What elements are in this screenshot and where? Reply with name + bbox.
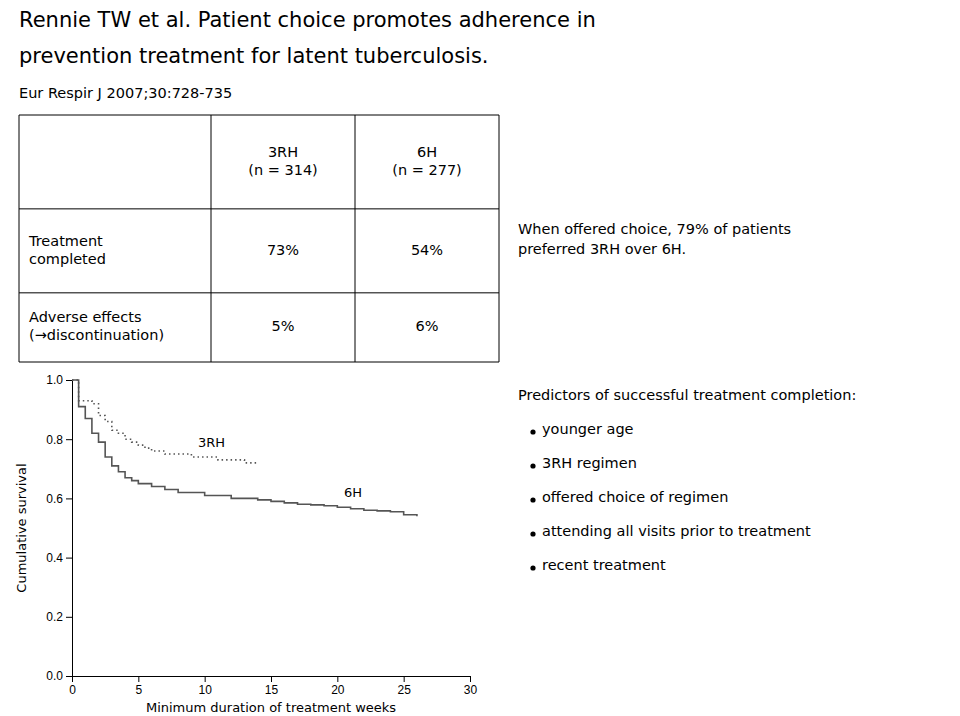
- annotation: 3RH: [198, 435, 225, 450]
- tick-label: 30: [464, 683, 478, 697]
- predictor: 3RH regimen: [542, 455, 637, 471]
- tick: 0.6: [46, 492, 72, 506]
- table-row-label: Treatment: [28, 233, 103, 249]
- tick-mark: [66, 558, 72, 559]
- tick-label: 0.6: [46, 492, 63, 506]
- bullet: [530, 565, 535, 570]
- bullet: [530, 429, 535, 434]
- x-axis: 0 5 10 15 20 25 30: [69, 676, 477, 697]
- y-axis: 0.0 0.2 0.4 0.6 0.8 1.0: [46, 373, 72, 683]
- tick-label: 0.2: [46, 610, 63, 624]
- tick-mark: [205, 676, 206, 682]
- predictor: younger age: [542, 421, 634, 437]
- x-axis-title: Minimum duration of treatment weeks: [146, 700, 396, 715]
- tick-label: 10: [198, 683, 212, 697]
- tick: 1.0: [46, 373, 72, 387]
- tick: 5: [135, 676, 142, 697]
- table-rule: [499, 115, 500, 362]
- tick: 15: [265, 676, 279, 697]
- chart: Rennie TW et al. Patient choice promotes…: [0, 0, 960, 716]
- table-header: (n = 277): [392, 162, 462, 178]
- title: Rennie TW et al. Patient choice promotes…: [19, 8, 596, 32]
- title: prevention treatment for latent tubercul…: [19, 44, 489, 68]
- tick-mark: [404, 676, 405, 682]
- predictor: offered choice of regimen: [542, 489, 728, 505]
- series-line: [72, 380, 417, 516]
- tick-mark: [66, 498, 72, 499]
- series-group: [72, 380, 417, 516]
- tick-mark: [337, 676, 338, 682]
- predictor: recent treatment: [542, 557, 666, 573]
- table-rule: [19, 115, 20, 362]
- tick: 30: [464, 676, 478, 697]
- table-cell: 54%: [411, 242, 443, 258]
- bullet: [530, 531, 535, 536]
- tick-label: 0: [69, 683, 76, 697]
- tick-label: 0.4: [46, 551, 63, 565]
- table-rule: [19, 208, 499, 209]
- table-rule: [19, 362, 499, 363]
- annotation: 6H: [344, 485, 362, 500]
- tick: 0.0: [46, 669, 72, 683]
- predictor: attending all visits prior to treatment: [542, 523, 811, 539]
- tick-mark: [138, 676, 139, 682]
- table-cell: 73%: [267, 242, 299, 258]
- y-axis-title: Cumulative survival: [14, 463, 29, 592]
- tick-label: 0.0: [46, 669, 63, 683]
- tick: 25: [397, 676, 411, 697]
- predictors-title: Predictors of successful treatment compl…: [518, 387, 856, 403]
- choice-text: When offered choice, 79% of patients: [518, 221, 791, 237]
- table-header: 6H: [417, 144, 437, 160]
- axis-line: [73, 677, 471, 683]
- series-line: [72, 380, 258, 463]
- plot: 0 5 10 15 20 25 30 0.0 0.2 0.4 0.6 0.8 1.0 Minimum du…: [14, 373, 477, 715]
- tick-mark: [66, 676, 72, 677]
- bullet: [530, 463, 535, 468]
- choice-text: preferred 3RH over 6H.: [518, 241, 686, 257]
- table-header: (n = 314): [248, 162, 318, 178]
- table: 3RH (n = 314) 6H (n = 277) Treatment complete…: [19, 115, 499, 362]
- tick: 0.4: [46, 551, 72, 565]
- tick: 20: [331, 676, 345, 697]
- tick-label: 15: [265, 683, 279, 697]
- table-cell: 6%: [415, 318, 438, 334]
- table-cell: 5%: [271, 318, 294, 334]
- table-row-label: (→discontinuation): [29, 327, 164, 343]
- tick-label: 25: [397, 683, 411, 697]
- tick-label: 5: [135, 683, 142, 697]
- table-row-label: Adverse effects: [29, 309, 141, 325]
- tick-mark: [66, 617, 72, 618]
- tick: 0.2: [46, 610, 72, 624]
- tick: 0.8: [46, 433, 72, 447]
- tick-label: 0.8: [46, 433, 63, 447]
- axis-line: [66, 381, 73, 677]
- tick-label: 1.0: [46, 373, 63, 387]
- table-rule: [19, 115, 499, 116]
- tick-mark: [66, 439, 72, 440]
- table-rule: [19, 292, 499, 293]
- bullet: [530, 497, 535, 502]
- tick-mark: [271, 676, 272, 682]
- table-header: 3RH: [268, 144, 298, 160]
- table-rule: [355, 115, 356, 362]
- tick-mark: [470, 676, 471, 682]
- tick: 0: [69, 676, 76, 697]
- subtitle: Eur Respir J 2007;30:728-735: [19, 85, 232, 101]
- tick-label: 20: [331, 683, 345, 697]
- tick: 10: [198, 676, 212, 697]
- table-row-label: completed: [29, 251, 106, 267]
- tick-mark: [66, 380, 72, 381]
- table-rule: [211, 115, 212, 362]
